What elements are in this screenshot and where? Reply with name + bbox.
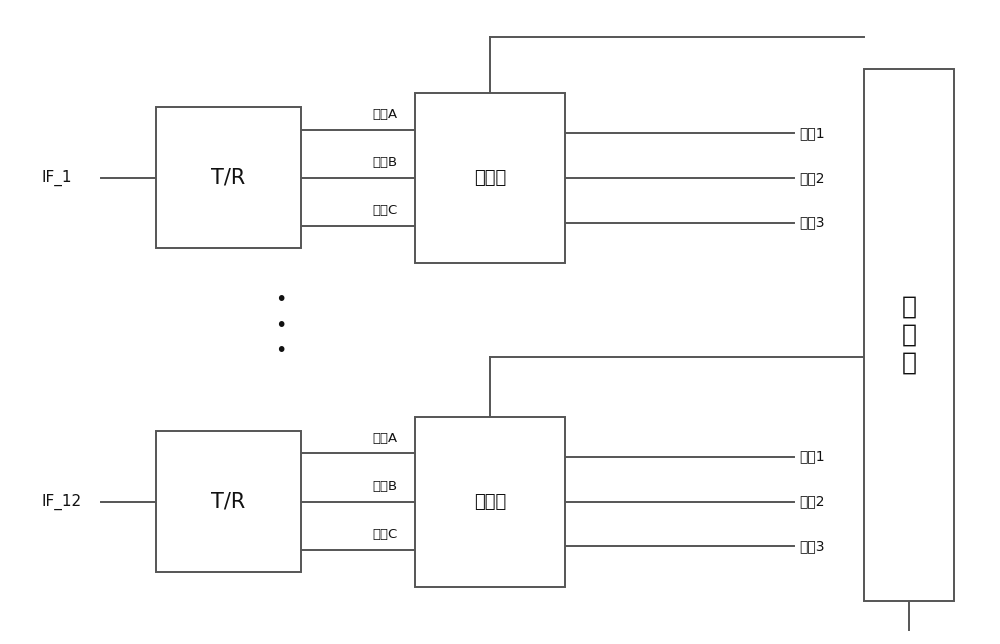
Text: 合
路
器: 合 路 器 — [901, 295, 916, 375]
Text: 天线2: 天线2 — [799, 171, 825, 185]
Text: 通道B: 通道B — [373, 156, 398, 169]
FancyBboxPatch shape — [415, 93, 565, 263]
Text: IF_12: IF_12 — [41, 493, 81, 509]
Text: 通道B: 通道B — [373, 480, 398, 493]
FancyBboxPatch shape — [864, 69, 954, 601]
Text: 天线2: 天线2 — [799, 495, 825, 509]
FancyBboxPatch shape — [415, 417, 565, 587]
Text: T/R: T/R — [211, 491, 245, 511]
Text: IF_1: IF_1 — [41, 169, 72, 186]
Text: 天线1: 天线1 — [799, 126, 825, 140]
Text: 通道A: 通道A — [373, 432, 398, 445]
FancyBboxPatch shape — [156, 431, 301, 572]
Text: •: • — [275, 316, 286, 335]
Text: 通道A: 通道A — [373, 108, 398, 121]
Text: •: • — [275, 341, 286, 361]
Text: 通道C: 通道C — [373, 528, 398, 542]
Text: 通道C: 通道C — [373, 205, 398, 218]
Text: T/R: T/R — [211, 167, 245, 187]
Text: •: • — [275, 290, 286, 309]
FancyBboxPatch shape — [156, 107, 301, 248]
Text: 天线1: 天线1 — [799, 450, 825, 464]
Text: 天线3: 天线3 — [799, 216, 825, 230]
Text: 天线3: 天线3 — [799, 540, 825, 553]
Text: 耦合器: 耦合器 — [474, 169, 506, 187]
Text: 耦合器: 耦合器 — [474, 493, 506, 511]
